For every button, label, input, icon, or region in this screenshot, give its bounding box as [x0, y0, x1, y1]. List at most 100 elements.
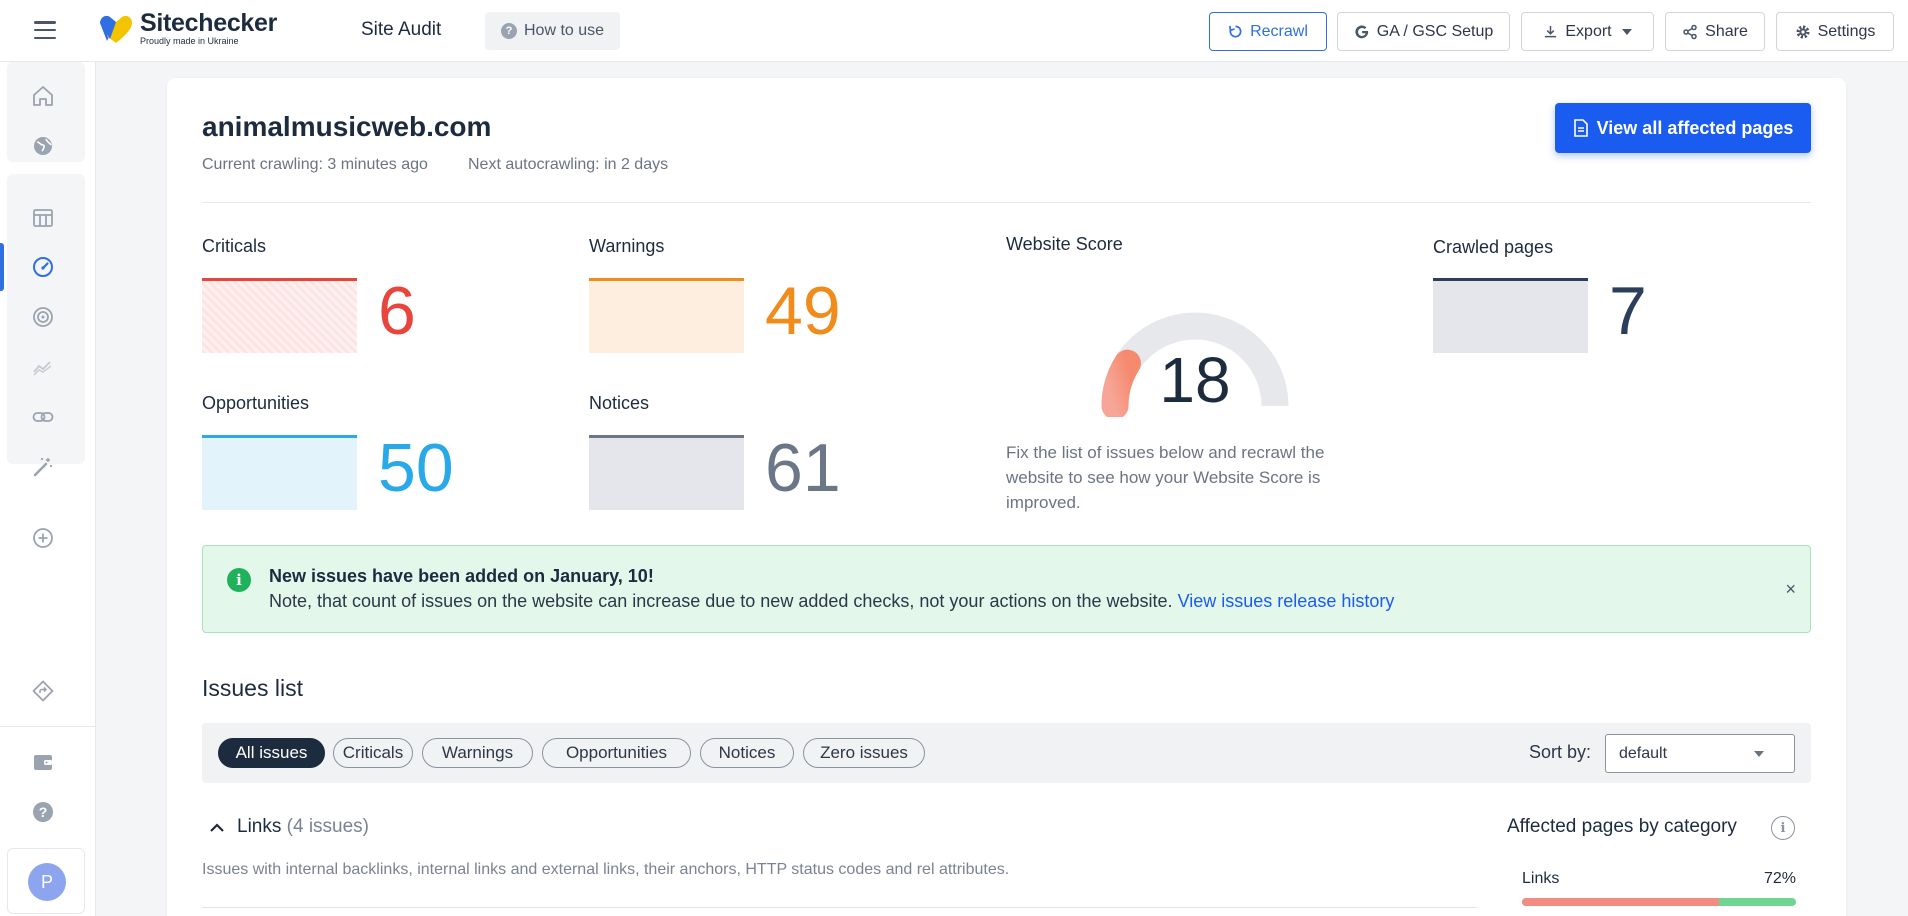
issues-list-title: Issues list [202, 675, 303, 701]
brand-name: Sitechecker [140, 9, 278, 37]
close-icon[interactable]: × [1785, 579, 1796, 599]
add-circle-icon [33, 528, 53, 548]
question-icon: ? [501, 23, 517, 39]
share-button[interactable]: Share [1665, 12, 1765, 51]
new-issues-notice: i New issues have been added on January,… [202, 545, 1811, 633]
sort-value: default [1619, 744, 1668, 762]
website-score-label: Website Score [1006, 234, 1123, 254]
logo[interactable]: Sitechecker Proudly made in Ukraine [98, 11, 277, 46]
view-all-label: View all affected pages [1596, 117, 1794, 138]
share-label: Share [1705, 22, 1748, 40]
recrawl-label: Recrawl [1250, 22, 1308, 40]
notices-count[interactable]: 61 [765, 430, 841, 506]
table-icon [33, 209, 53, 227]
next-autocrawling: Next autocrawling: in 2 days [468, 156, 669, 173]
globe-icon [34, 137, 52, 155]
links-section-description: Issues with internal backlinks, internal… [202, 861, 1010, 878]
sort-select[interactable]: default [1605, 734, 1795, 773]
how-to-use-label: How to use [524, 22, 605, 39]
sidebar-item-globe[interactable] [28, 131, 58, 161]
notice-title: New issues have been added on January, 1… [269, 566, 654, 586]
sidebar-item-rank-tracker[interactable] [28, 352, 58, 382]
notice-body: Note, that count of issues on the websit… [269, 591, 1173, 611]
filter-criticals[interactable]: Criticals [333, 738, 413, 768]
magic-wand-icon [33, 458, 52, 477]
filter-opportunities[interactable]: Opportunities [542, 738, 691, 768]
filter-zero-issues[interactable]: Zero issues [803, 738, 925, 768]
gauge-fill [1101, 349, 1141, 417]
chevron-down-icon [1754, 751, 1764, 757]
sidebar-item-route[interactable] [28, 676, 58, 706]
home-icon [33, 86, 53, 106]
document-icon [1573, 119, 1588, 137]
site-domain: animalmusicweb.com [202, 111, 492, 142]
sidebar-item-site-audit[interactable] [28, 252, 58, 282]
chevron-down-icon [1621, 28, 1632, 35]
affected-category-bar-fill [1522, 898, 1720, 906]
notices-label: Notices [589, 393, 650, 413]
filter-notices[interactable]: Notices [700, 738, 794, 768]
ga-gsc-label: GA / GSC Setup [1376, 22, 1494, 40]
sidebar-item-home[interactable] [28, 81, 58, 111]
release-history-link[interactable]: View issues release history [1177, 591, 1395, 611]
gear-icon [1796, 25, 1810, 38]
notice-text: Note, that count of issues on the websit… [269, 591, 1394, 612]
download-icon [1545, 25, 1557, 38]
affected-pages-title: Affected pages by category [1507, 816, 1737, 837]
sidebar-item-help[interactable]: ? [28, 797, 58, 827]
avatar: P [28, 863, 66, 901]
google-icon [1355, 24, 1368, 38]
sidebar-item-target[interactable] [28, 302, 58, 332]
trend-icon [33, 361, 52, 376]
recrawl-button[interactable]: Recrawl [1209, 12, 1327, 51]
info-icon[interactable]: i [1771, 816, 1795, 840]
crawled-pages-bar [1433, 278, 1588, 353]
links-section-title[interactable]: Links (4 issues) [237, 816, 369, 838]
sidebar: ? P [0, 62, 96, 916]
sidebar-active-indicator [0, 243, 4, 291]
sidebar-item-tools[interactable] [28, 452, 58, 482]
opportunities-count[interactable]: 50 [378, 430, 454, 506]
links-section-count: (4 issues) [286, 816, 369, 837]
sidebar-item-table[interactable] [28, 203, 58, 233]
score-gauge [1101, 312, 1289, 417]
svg-text:?: ? [39, 804, 48, 820]
notices-bar [589, 435, 744, 510]
criticals-count[interactable]: 6 [378, 273, 416, 349]
issues-filter-bar: All issues Criticals Warnings Opportunit… [202, 723, 1811, 783]
affected-category-bar [1522, 898, 1796, 906]
how-to-use-button[interactable]: ? How to use [485, 12, 621, 50]
filter-all-issues[interactable]: All issues [218, 738, 325, 768]
logo-heart-icon [100, 15, 132, 43]
top-bar: Sitechecker Proudly made in Ukraine Site… [0, 0, 1908, 62]
sidebar-item-links[interactable] [28, 402, 58, 432]
warnings-bar [589, 278, 744, 353]
info-icon: i [227, 568, 251, 592]
website-score-value: 18 [1159, 344, 1231, 416]
wallet-icon [34, 755, 52, 770]
menu-icon[interactable] [34, 21, 56, 39]
export-button[interactable]: Export [1521, 12, 1654, 51]
criticals-label: Criticals [202, 236, 267, 256]
view-all-affected-pages-button[interactable]: View all affected pages [1555, 103, 1811, 153]
settings-label: Settings [1817, 22, 1876, 40]
settings-button[interactable]: Settings [1776, 12, 1894, 51]
criticals-bar [202, 278, 357, 353]
route-icon [32, 680, 54, 702]
target-icon [33, 307, 53, 327]
divider [202, 202, 1811, 203]
chevron-up-icon[interactable] [207, 818, 227, 838]
sidebar-item-billing[interactable] [28, 747, 58, 777]
user-menu[interactable]: P [7, 848, 85, 914]
warnings-count[interactable]: 49 [765, 273, 841, 349]
section-divider [202, 907, 1477, 908]
export-label: Export [1565, 22, 1612, 40]
help-icon: ? [33, 802, 53, 822]
score-description: Fix the list of issues below and recrawl… [1006, 443, 1325, 512]
ga-gsc-setup-button[interactable]: GA / GSC Setup [1337, 12, 1510, 51]
crawled-pages-label: Crawled pages [1433, 237, 1554, 257]
filter-warnings[interactable]: Warnings [422, 738, 533, 768]
affected-category-label: Links [1522, 870, 1560, 887]
crawled-pages-count[interactable]: 7 [1609, 273, 1647, 349]
sidebar-item-add-project[interactable] [28, 523, 58, 553]
